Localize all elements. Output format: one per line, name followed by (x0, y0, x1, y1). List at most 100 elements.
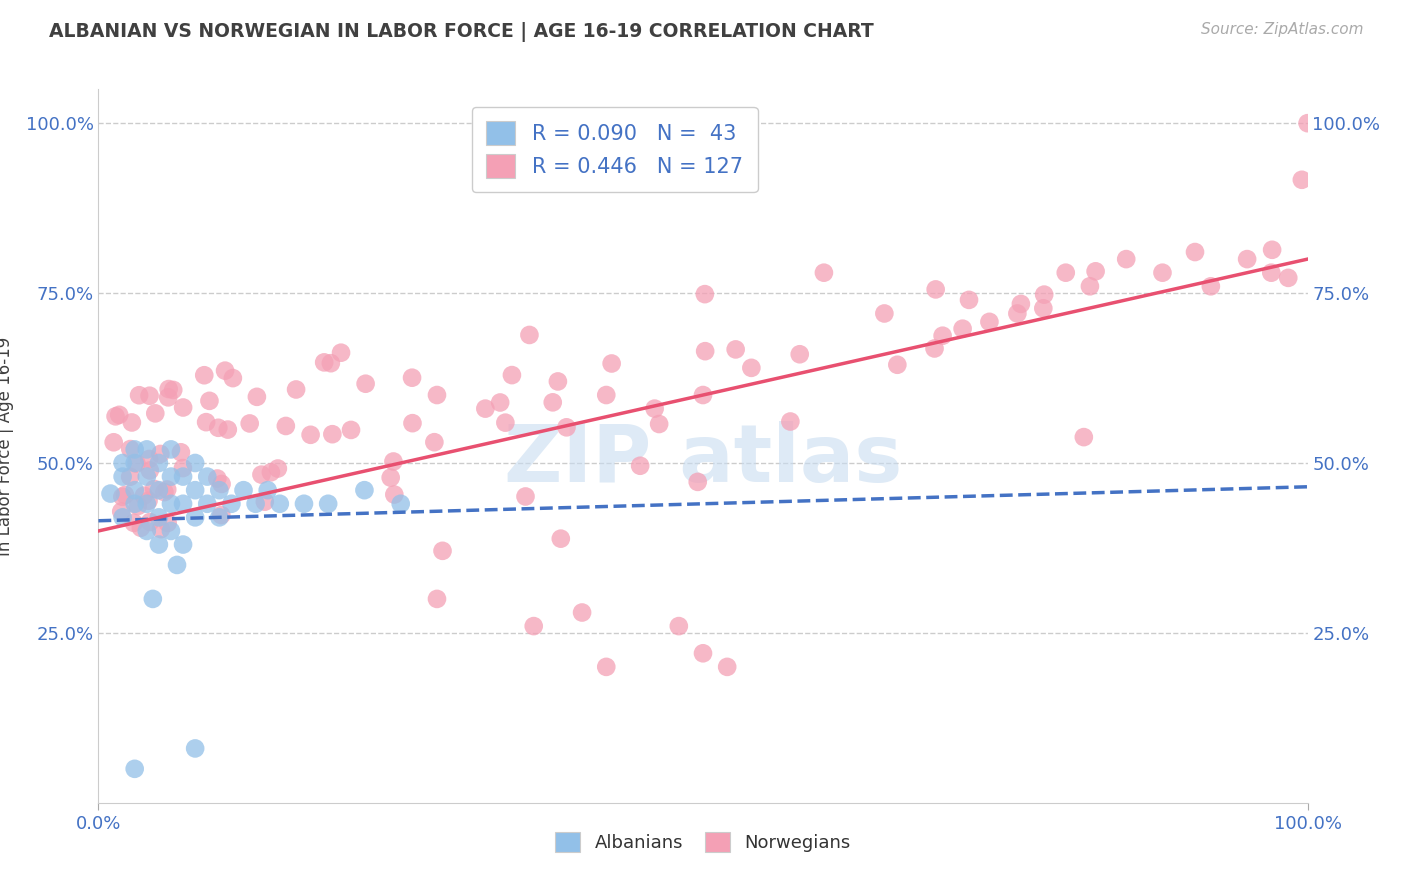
Point (519, 328, 541, 343)
Point (111, 490, 134, 504)
Point (114, 488, 136, 502)
Point (143, 482, 166, 496)
Point (138, 493, 160, 508)
Point (547, 375, 569, 389)
Point (354, 376, 377, 391)
Point (779, 415, 801, 429)
Point (256, 483, 278, 498)
Point (1236, 252, 1258, 266)
Point (319, 356, 342, 370)
Point (269, 497, 291, 511)
Point (153, 485, 176, 500)
Point (217, 423, 239, 437)
Point (143, 406, 166, 420)
Point (426, 388, 449, 402)
Point (924, 342, 946, 356)
Point (124, 483, 146, 498)
Point (221, 497, 243, 511)
Point (132, 489, 155, 503)
Point (156, 483, 179, 497)
Point (299, 427, 322, 442)
Point (120, 469, 142, 483)
Point (600, 357, 623, 371)
Point (1007, 306, 1029, 320)
Point (250, 467, 273, 482)
Point (193, 368, 215, 383)
Point (160, 442, 183, 457)
Point (382, 487, 405, 501)
Point (121, 416, 143, 430)
Point (550, 532, 572, 546)
Point (1054, 266, 1077, 280)
Point (139, 515, 162, 529)
Point (149, 522, 172, 536)
Point (515, 490, 537, 504)
Point (195, 469, 218, 483)
Point (162, 383, 184, 397)
Point (952, 321, 974, 335)
Point (124, 456, 146, 470)
Point (148, 483, 170, 498)
Point (1084, 264, 1107, 278)
Point (693, 287, 716, 301)
Point (1032, 301, 1054, 316)
Point (135, 524, 157, 538)
Point (644, 401, 666, 416)
Point (246, 390, 269, 404)
Point (184, 741, 207, 756)
Point (128, 388, 150, 402)
Point (740, 360, 762, 375)
Point (124, 442, 146, 457)
Point (172, 537, 194, 551)
Point (195, 415, 218, 429)
Point (692, 388, 714, 402)
Point (135, 442, 157, 457)
Point (716, 660, 738, 674)
Point (1115, 252, 1137, 266)
Point (692, 646, 714, 660)
Point (184, 456, 207, 470)
Point (111, 469, 134, 483)
Point (648, 417, 671, 431)
Point (523, 619, 546, 633)
Point (138, 452, 160, 467)
Point (129, 521, 152, 535)
Point (124, 762, 146, 776)
Point (209, 508, 232, 522)
Point (211, 477, 233, 491)
Point (120, 442, 142, 456)
Point (214, 364, 236, 378)
Point (172, 469, 194, 483)
Point (1152, 266, 1174, 280)
Point (127, 499, 149, 513)
Text: Source: ZipAtlas.com: Source: ZipAtlas.com (1201, 22, 1364, 37)
Point (595, 660, 617, 674)
Point (813, 266, 835, 280)
Point (979, 315, 1001, 329)
Point (340, 423, 363, 437)
Point (285, 383, 308, 397)
Point (314, 355, 336, 369)
Point (931, 328, 953, 343)
Point (401, 416, 423, 430)
Point (198, 393, 221, 408)
Point (628, 458, 651, 473)
Point (1291, 173, 1313, 187)
Point (426, 591, 449, 606)
Point (184, 510, 207, 524)
Point (110, 504, 132, 518)
Point (1078, 279, 1101, 293)
Point (111, 456, 134, 470)
Point (111, 510, 134, 524)
Point (135, 497, 157, 511)
Point (245, 497, 267, 511)
Point (1296, 116, 1319, 130)
Point (668, 619, 690, 633)
Point (571, 606, 593, 620)
Point (142, 591, 165, 606)
Point (104, 409, 127, 424)
Point (124, 497, 146, 511)
Point (135, 469, 157, 483)
Point (330, 345, 353, 359)
Point (148, 510, 170, 524)
